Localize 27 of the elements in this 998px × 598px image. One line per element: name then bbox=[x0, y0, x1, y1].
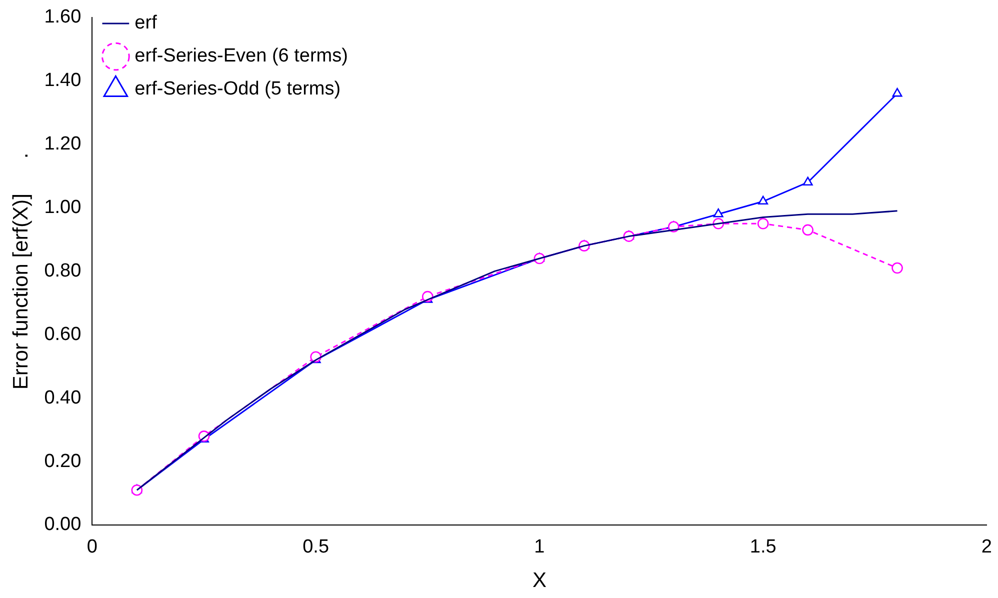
point bbox=[758, 196, 768, 205]
point bbox=[892, 88, 902, 97]
point bbox=[131, 484, 143, 496]
legend-label: erf-Series-Even (6 terms) bbox=[134, 46, 348, 67]
y-tick-label: 1.60 bbox=[44, 6, 82, 28]
x-tick-label: 1 bbox=[534, 536, 545, 558]
x-tick-label: 2 bbox=[981, 536, 992, 558]
y-tick-label: 0.20 bbox=[44, 450, 82, 472]
point bbox=[757, 218, 769, 230]
point bbox=[713, 208, 724, 218]
x-tick-label: 0.5 bbox=[302, 536, 330, 558]
legend-label: erf bbox=[134, 12, 158, 34]
y-tick-label: 1.00 bbox=[44, 196, 82, 218]
y-tick-label: 0.60 bbox=[44, 324, 82, 345]
y-tick-label: 0.00 bbox=[44, 514, 82, 536]
x-axis-title: X bbox=[532, 569, 546, 592]
point bbox=[802, 176, 813, 186]
point bbox=[802, 224, 814, 236]
y-tick-label: 0.40 bbox=[44, 387, 82, 408]
y-tick-label: 0.80 bbox=[44, 260, 82, 282]
y-axis-title: Error function [erf(X)] . bbox=[9, 152, 32, 390]
x-tick-label: 1.5 bbox=[750, 536, 776, 558]
point bbox=[892, 262, 903, 274]
legend-label: erf-Series-Odd (5 terms) bbox=[134, 78, 341, 100]
y-tick-label: 1.20 bbox=[44, 134, 82, 155]
y-tick-label: 1.40 bbox=[44, 70, 82, 92]
x-tick-label: 0 bbox=[86, 536, 98, 558]
